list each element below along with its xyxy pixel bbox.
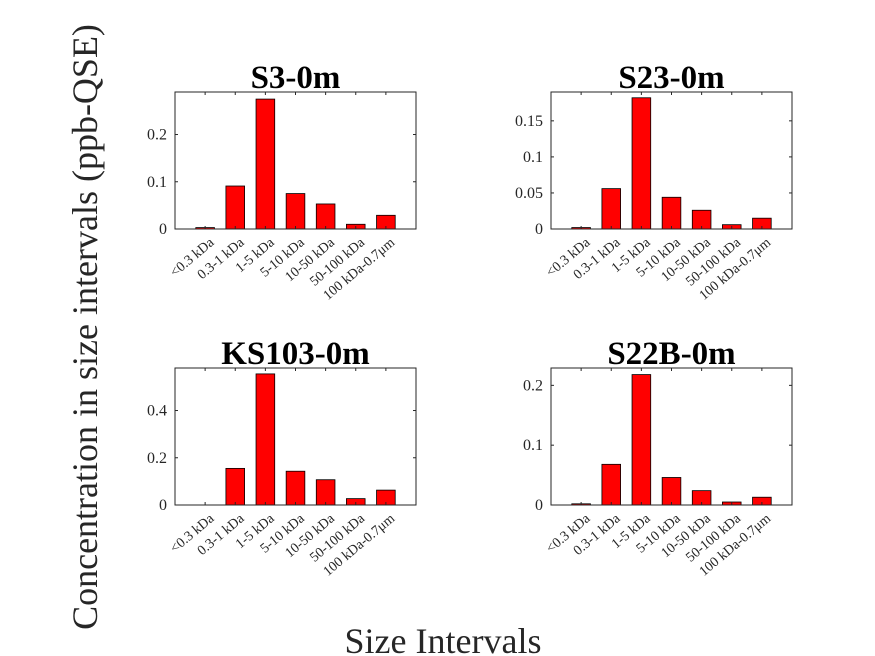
y-tick-label: 0.15 [515, 113, 543, 130]
bar [631, 374, 652, 506]
bar [661, 196, 682, 230]
y-tick-label: 0 [535, 497, 543, 514]
bar [601, 463, 621, 506]
panel-title: S3-0m [251, 60, 341, 96]
y-tick-label: 0 [159, 497, 167, 514]
y-tick-label: 0.1 [147, 174, 167, 191]
y-tick-label: 0.1 [523, 437, 543, 454]
bar [315, 479, 336, 506]
y-tick-label: 0 [159, 221, 167, 238]
panel-title: S22B-0m [607, 336, 735, 372]
y-tick-label: 0.05 [515, 185, 543, 202]
bar [285, 193, 306, 230]
panel-title: KS103-0m [221, 336, 370, 372]
y-tick-label: 0.4 [147, 403, 167, 420]
y-tick-label: 0.2 [147, 450, 167, 467]
bar [255, 373, 276, 506]
bar [315, 203, 336, 230]
panel-title: S23-0m [618, 60, 724, 96]
x-axis-title: Size Intervals [345, 621, 542, 656]
y-tick-label: 0.1 [523, 149, 543, 166]
y-axis-title: Concentration in size intervals (ppb-QSE… [65, 24, 105, 630]
y-tick-label: 0 [535, 221, 543, 238]
bar [601, 188, 621, 230]
bar [255, 98, 276, 230]
bar [661, 477, 682, 506]
y-tick-label: 0.2 [523, 377, 543, 394]
bar [631, 97, 652, 230]
bar [285, 470, 306, 506]
bar [225, 185, 245, 230]
y-tick-label: 0.2 [147, 127, 167, 144]
bar [225, 467, 245, 506]
